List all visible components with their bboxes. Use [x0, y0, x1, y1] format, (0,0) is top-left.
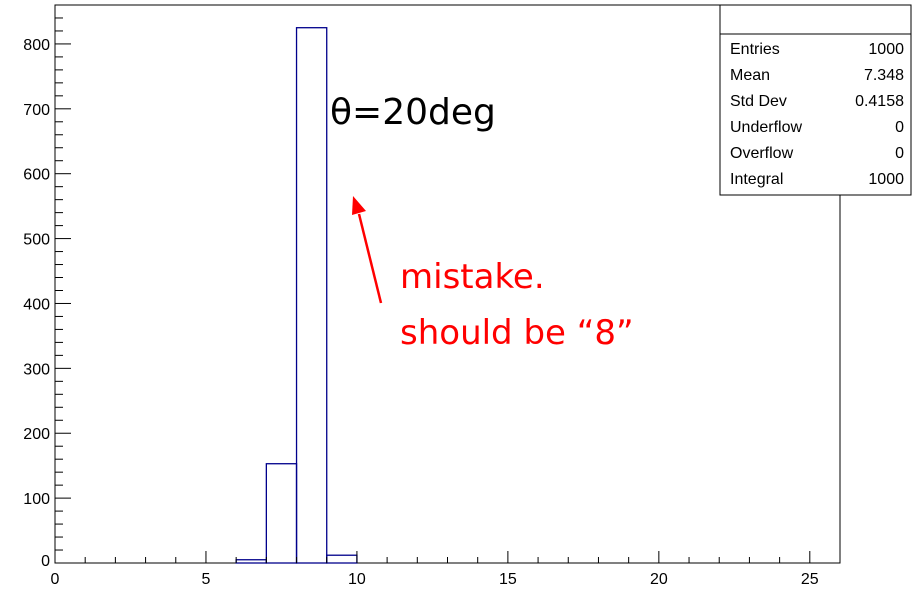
y-tick-label: 800: [23, 37, 50, 54]
histogram-bar-4: [326, 554, 358, 564]
arrow-shaft: [357, 213, 383, 304]
mistake-note-line1: mistake.: [400, 257, 545, 297]
y-tick-label: 600: [23, 167, 50, 184]
y-tick-label: 400: [23, 296, 50, 313]
x-tick-label: 20: [650, 571, 668, 588]
stats-value: 0: [895, 119, 904, 136]
y-tick-label: 100: [23, 491, 50, 508]
y-tick-label: 700: [23, 102, 50, 119]
mistake-arrow: [352, 196, 383, 304]
stats-label: Mean: [730, 67, 770, 84]
x-tick-label: 15: [499, 571, 517, 588]
y-tick-label: 0: [41, 553, 50, 570]
stats-label: Integral: [730, 171, 783, 188]
stats-label: Underflow: [730, 119, 802, 136]
y-tick-label: 200: [23, 426, 50, 443]
x-tick-label: 25: [801, 571, 819, 588]
histogram-bar-1: [235, 559, 267, 564]
histogram-bar-2: [265, 463, 298, 564]
stats-value: 0: [895, 145, 904, 162]
stats-label: Entries: [730, 41, 780, 58]
x-tick-label: 5: [202, 571, 211, 588]
x-tick-label: 10: [348, 571, 366, 588]
arrow-head: [352, 196, 366, 215]
stats-box-frame: [719, 4, 912, 196]
y-tick-label: 300: [23, 361, 50, 378]
stats-value: 1000: [868, 171, 904, 188]
stats-label: Overflow: [730, 145, 794, 162]
stats-box: Entries 1000 Mean 7.348 Std Dev 0.4158 Underfl…: [719, 4, 912, 196]
theta-annotation: θ=20deg: [330, 92, 496, 133]
y-tick-label: 500: [23, 232, 50, 249]
x-tick-label: 0: [51, 571, 60, 588]
stats-value: 7.348: [864, 67, 904, 84]
stats-value: 1000: [868, 41, 904, 58]
stats-value: 0.4158: [855, 93, 904, 110]
stats-label: Std Dev: [730, 93, 787, 110]
histogram-bar-3: [295, 27, 328, 564]
mistake-note-line2: should be “8”: [400, 313, 634, 353]
